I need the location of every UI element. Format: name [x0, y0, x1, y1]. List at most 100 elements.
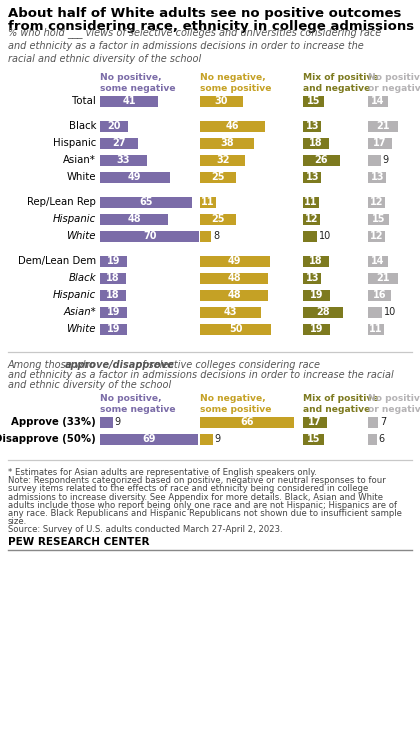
Text: 48: 48	[227, 273, 241, 283]
Bar	[200, 230, 211, 241]
Bar	[200, 417, 294, 428]
Bar	[100, 172, 170, 183]
Bar	[368, 172, 386, 183]
Bar	[368, 417, 378, 428]
Text: No positive,
some negative: No positive, some negative	[100, 73, 176, 93]
Text: 13: 13	[305, 121, 319, 131]
Text: 38: 38	[220, 138, 234, 148]
Text: 12: 12	[370, 231, 383, 241]
Text: 11: 11	[369, 324, 383, 334]
Bar	[303, 172, 321, 183]
Text: 19: 19	[107, 256, 120, 266]
Text: 14: 14	[371, 96, 385, 106]
Text: 41: 41	[122, 96, 136, 106]
Bar	[303, 289, 330, 300]
Text: Total: Total	[72, 96, 96, 106]
Text: 30: 30	[215, 96, 228, 106]
Text: White: White	[66, 231, 96, 241]
Bar	[368, 273, 398, 284]
Bar	[303, 433, 324, 444]
Text: 49: 49	[128, 172, 142, 182]
Text: 12: 12	[370, 197, 383, 207]
Text: 9: 9	[215, 434, 221, 444]
Bar	[100, 137, 138, 148]
Text: 11: 11	[304, 197, 318, 207]
Bar	[368, 154, 381, 165]
Text: 32: 32	[216, 155, 229, 165]
Text: No positive
or negative: No positive or negative	[368, 73, 420, 93]
Text: from considering race, ethnicity in college admissions: from considering race, ethnicity in coll…	[8, 20, 414, 33]
Text: No positive,
some negative: No positive, some negative	[100, 394, 176, 414]
Text: Asian*: Asian*	[63, 307, 96, 317]
Text: 19: 19	[107, 324, 120, 334]
Text: Dem/Lean Dem: Dem/Lean Dem	[18, 256, 96, 266]
Bar	[368, 96, 388, 107]
Text: 25: 25	[211, 214, 225, 224]
Bar	[368, 433, 376, 444]
Bar	[200, 324, 271, 335]
Bar	[200, 197, 215, 208]
Text: 17: 17	[308, 417, 322, 427]
Text: 10: 10	[319, 231, 331, 241]
Text: Hispanic: Hispanic	[53, 214, 96, 224]
Text: Black: Black	[68, 273, 96, 283]
Text: and ethnicity as a factor in admissions decisions in order to increase the racia: and ethnicity as a factor in admissions …	[8, 370, 394, 380]
Text: Hispanic: Hispanic	[53, 290, 96, 300]
Text: 25: 25	[211, 172, 225, 182]
Bar	[100, 213, 168, 224]
Bar	[368, 230, 385, 241]
Bar	[200, 96, 243, 107]
Bar	[200, 121, 265, 132]
Bar	[368, 256, 388, 267]
Text: 11: 11	[201, 197, 215, 207]
Text: 7: 7	[380, 417, 386, 427]
Bar	[303, 230, 317, 241]
Bar	[303, 324, 330, 335]
Text: 70: 70	[143, 231, 156, 241]
Text: approve/disapprove: approve/disapprove	[65, 360, 175, 370]
Text: and ethnic diversity of the school: and ethnic diversity of the school	[8, 380, 171, 390]
Bar	[368, 121, 398, 132]
Text: 15: 15	[307, 434, 320, 444]
Bar	[100, 154, 147, 165]
Text: White: White	[66, 172, 96, 182]
Bar	[303, 154, 340, 165]
Text: 28: 28	[316, 307, 330, 317]
Bar	[100, 306, 127, 317]
Bar	[200, 289, 268, 300]
Text: 13: 13	[305, 273, 319, 283]
Text: adults include those who report being only one race and are not Hispanic; Hispan: adults include those who report being on…	[8, 501, 397, 510]
Bar	[100, 256, 127, 267]
Bar	[303, 137, 328, 148]
Text: size.: size.	[8, 518, 27, 526]
Text: 21: 21	[376, 121, 390, 131]
Text: 43: 43	[224, 307, 237, 317]
Text: 13: 13	[370, 172, 384, 182]
Text: Rep/Lean Rep: Rep/Lean Rep	[27, 197, 96, 207]
Text: 66: 66	[240, 417, 254, 427]
Text: 20: 20	[108, 121, 121, 131]
Bar	[200, 306, 261, 317]
Bar	[368, 197, 385, 208]
Text: 18: 18	[106, 273, 120, 283]
Bar	[100, 230, 200, 241]
Text: 15: 15	[372, 214, 386, 224]
Text: 15: 15	[307, 96, 320, 106]
Bar	[303, 96, 324, 107]
Text: 19: 19	[310, 290, 323, 300]
Text: 19: 19	[310, 324, 323, 334]
Bar	[100, 324, 127, 335]
Text: Black: Black	[68, 121, 96, 131]
Text: 14: 14	[371, 256, 385, 266]
Text: No positive
or negative: No positive or negative	[368, 394, 420, 414]
Bar	[303, 417, 327, 428]
Bar	[368, 324, 383, 335]
Bar	[303, 273, 321, 284]
Bar	[100, 96, 158, 107]
Text: Approve (33%): Approve (33%)	[11, 417, 96, 427]
Bar	[368, 289, 391, 300]
Text: 18: 18	[309, 138, 323, 148]
Text: any race. Black Republicans and Hispanic Republicans not shown due to insufficie: any race. Black Republicans and Hispanic…	[8, 509, 402, 518]
Text: 10: 10	[384, 307, 396, 317]
Text: 8: 8	[213, 231, 220, 241]
